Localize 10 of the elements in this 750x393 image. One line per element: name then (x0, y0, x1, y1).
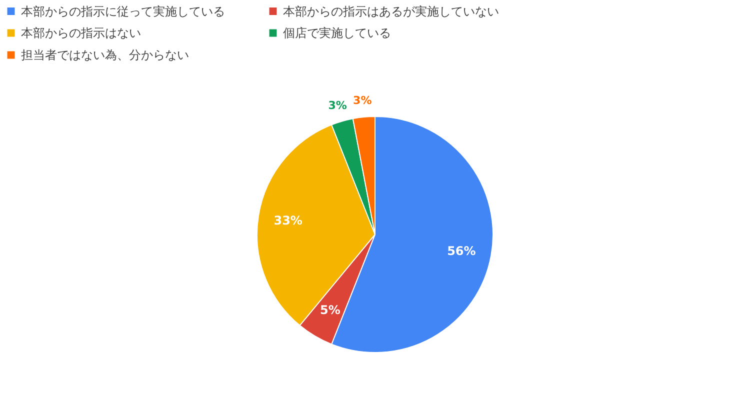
data-label: 3% (353, 94, 372, 108)
legend-label: 本部からの指示はあるが実施していない (283, 4, 499, 18)
legend-label: 本部からの指示はない (21, 26, 141, 40)
data-label: 56% (447, 244, 476, 258)
data-label: 3% (328, 98, 347, 112)
legend-label: 個店で実施している (283, 26, 391, 40)
data-label: 5% (320, 303, 340, 318)
legend-label: 担当者ではない為、分からない (21, 48, 189, 62)
legend-label: 本部からの指示に従って実施している (21, 4, 225, 18)
data-label: 33% (274, 214, 302, 228)
